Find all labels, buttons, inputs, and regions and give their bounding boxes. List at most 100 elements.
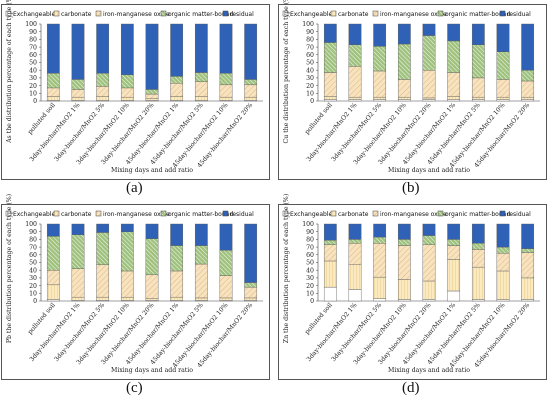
- bar-segment-carbonate: [471, 266, 485, 300]
- bar-polluted-soil: [323, 223, 337, 302]
- bar-segment-residual: [323, 223, 337, 241]
- bar-segment-organic-matter-bound: [71, 79, 85, 90]
- legend-label-iron-manganese-oxide: iron-manganese oxide: [380, 11, 447, 18]
- legend-swatch-iron-manganese-oxide: [95, 210, 102, 217]
- bar-segment-residual: [447, 223, 461, 240]
- y-axis-label: Cu the distribution percentage of each t…: [283, 0, 290, 143]
- legend-swatch-exchangeable: [282, 210, 289, 217]
- bar-3day-biochar-mno2-10: [120, 223, 134, 302]
- bar-3day-biochar-mno2-10: [397, 223, 411, 302]
- bar-segment-organic-matter-bound: [496, 51, 510, 80]
- legend-swatch-iron-manganese-oxide: [95, 10, 102, 17]
- bar-segment-organic-matter-bound: [71, 234, 85, 269]
- bars: [323, 223, 535, 302]
- bar-3day-biochar-mno2-1: [71, 223, 85, 302]
- bar-segment-exchangeable: [447, 99, 461, 102]
- bar-segment-exchangeable: [496, 299, 510, 302]
- bar-segment-iron-manganese-oxide: [219, 275, 233, 299]
- bar-segment-residual: [244, 23, 258, 80]
- legend-label-iron-manganese-oxide: iron-manganese oxide: [380, 211, 447, 218]
- bar-segment-organic-matter-bound: [422, 235, 436, 245]
- panel-label-b: (b): [402, 180, 420, 196]
- bar-3day-biochar-mno2-1: [348, 23, 362, 102]
- y-tick-label-20: 20: [29, 283, 37, 290]
- chart-a: Exchangeable carbonate iron-manganese oxid…: [5, 0, 263, 174]
- y-tick-label-90: 90: [29, 29, 37, 36]
- legend-label-carbonate: carbonate: [61, 11, 92, 18]
- bar-45day-biochar-mno2-10: [496, 23, 510, 102]
- bar-segment-residual: [323, 23, 337, 43]
- bar-polluted-soil: [323, 23, 337, 102]
- legend-item-iron-manganese-oxide: iron-manganese oxide: [95, 10, 170, 18]
- bar-segment-iron-manganese-oxide: [471, 77, 485, 98]
- bar-segment-carbonate: [145, 98, 159, 101]
- x-tick-label-3day-biochar-mno2-5: 3day-biochar/MnO2 5%: [330, 302, 383, 363]
- bar-segment-carbonate: [71, 96, 85, 101]
- x-axis-label: Mixing days and add ratio: [111, 167, 193, 174]
- y-axis-label: Pb the distribution percentage of each t…: [6, 194, 13, 343]
- y-tick-label-40: 40: [306, 67, 314, 74]
- legend-label-exchangeable: Exchangeable: [13, 11, 55, 18]
- bar-segment-iron-manganese-oxide: [348, 243, 362, 266]
- bar-segment-organic-matter-bound: [471, 44, 485, 79]
- y-tick-label-90: 90: [306, 29, 314, 36]
- bar-segment-exchangeable: [348, 289, 362, 302]
- y-tick-label-70: 70: [29, 244, 37, 251]
- bar-segment-residual: [145, 223, 159, 239]
- legend-item-residual: residual: [222, 210, 254, 218]
- bar-segment-organic-matter-bound: [323, 239, 337, 245]
- bar-segment-organic-matter-bound: [46, 236, 60, 271]
- bar-3day-biochar-mno2-5: [373, 223, 387, 302]
- bar-segment-carbonate: [219, 96, 233, 101]
- bar-3day-biochar-mno2-20: [422, 23, 436, 102]
- bar-segment-residual: [219, 23, 233, 74]
- bar-segment-residual: [348, 223, 362, 240]
- legend-label-organic-matter-bound: organic matter-bound: [445, 11, 510, 18]
- bar-segment-iron-manganese-oxide: [194, 263, 208, 299]
- y-tick-label-10: 10: [306, 91, 314, 98]
- y-tick-label-100: 100: [302, 221, 314, 228]
- legend-label-organic-matter-bound: organic matter-bound: [168, 211, 233, 218]
- x-tick-label-3day-biochar-mno2-1: 3day-biochar/MnO2 1%: [29, 302, 82, 363]
- bar-segment-residual: [244, 223, 258, 283]
- legend-swatch-iron-manganese-oxide: [372, 210, 379, 217]
- x-axis-label: Mixing days and add ratio: [111, 367, 193, 374]
- legend-label-residual: residual: [507, 11, 531, 18]
- y-tick-label-50: 50: [29, 260, 37, 267]
- bar-segment-carbonate: [46, 284, 60, 300]
- bar-segment-iron-manganese-oxide: [244, 286, 258, 299]
- legend-swatch-residual: [499, 210, 506, 217]
- bar-segment-residual: [145, 23, 159, 90]
- bar-segment-carbonate: [244, 96, 258, 101]
- legend-swatch-carbonate: [53, 10, 60, 17]
- chart-d: Exchangeable carbonate iron-manganese oxid…: [282, 194, 540, 374]
- bar-segment-organic-matter-bound: [145, 238, 159, 276]
- bar-segment-iron-manganese-oxide: [170, 83, 184, 97]
- bar-segment-iron-manganese-oxide: [521, 80, 535, 98]
- y-tick-label-90: 90: [306, 229, 314, 236]
- bar-segment-exchangeable: [397, 99, 411, 102]
- bar-segment-organic-matter-bound: [373, 236, 387, 244]
- legend-item-organic-matter-bound: organic matter-bound: [437, 210, 510, 218]
- bar-3day-biochar-mno2-20: [145, 223, 159, 302]
- legend-item-residual: residual: [499, 10, 531, 18]
- x-tick-label-3day-biochar-mno2-5: 3day-biochar/MnO2 5%: [53, 102, 106, 163]
- bar-segment-iron-manganese-oxide: [194, 81, 208, 97]
- bar-45day-biochar-mno2-5: [471, 23, 485, 102]
- y-axis-label: Zn the distribution percentage of each t…: [283, 194, 290, 343]
- bar-45day-biochar-mno2-1: [170, 223, 184, 302]
- y-tick-label-10: 10: [29, 291, 37, 298]
- bar-segment-iron-manganese-oxide: [521, 252, 535, 279]
- legend-label-iron-manganese-oxide: iron-manganese oxide: [103, 211, 170, 218]
- bar-segment-residual: [71, 23, 85, 80]
- bar-3day-biochar-mno2-10: [120, 23, 134, 102]
- y-tick-label-80: 80: [306, 37, 314, 44]
- bar-3day-biochar-mno2-20: [422, 223, 436, 302]
- legend-label-carbonate: carbonate: [338, 211, 369, 218]
- bar-segment-iron-manganese-oxide: [145, 274, 159, 299]
- bar-segment-exchangeable: [422, 299, 436, 302]
- bar-segment-residual: [46, 223, 60, 237]
- bar-segment-residual: [397, 23, 411, 45]
- x-axis-label: Mixing days and add ratio: [388, 367, 470, 374]
